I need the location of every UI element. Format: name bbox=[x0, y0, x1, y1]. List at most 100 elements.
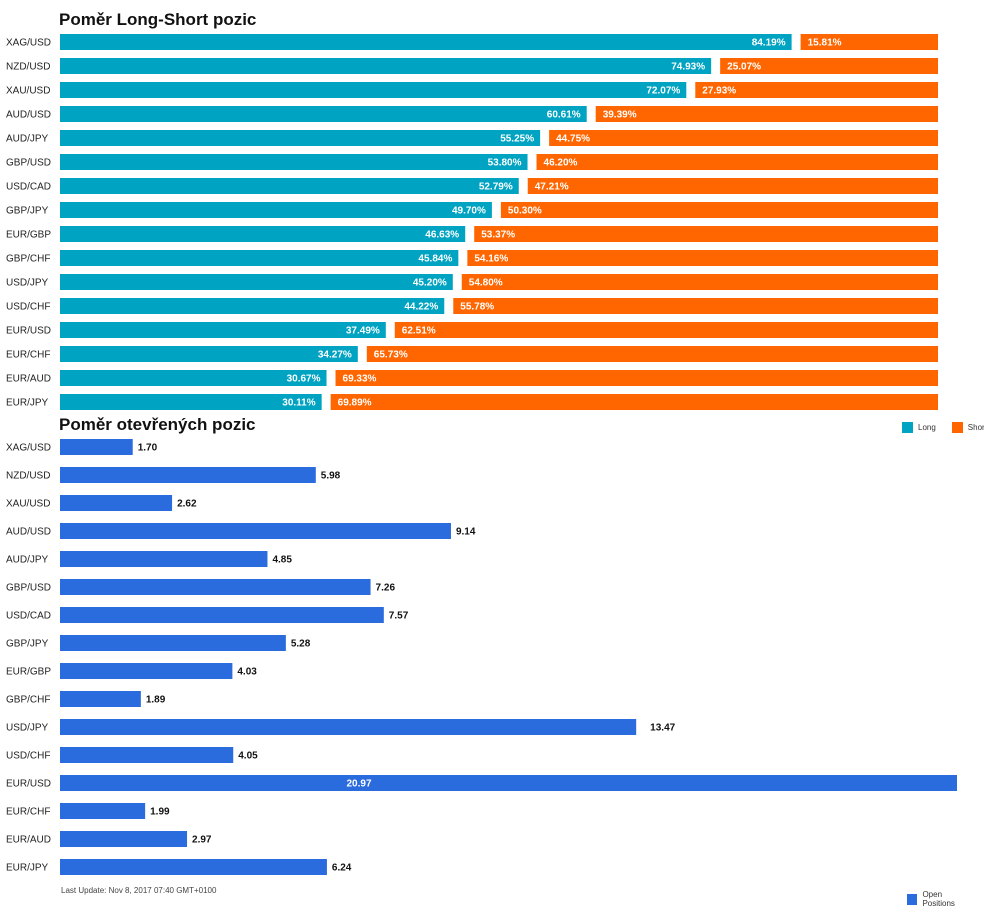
value-label-open-gbp-usd: 7.26 bbox=[376, 583, 396, 594]
bar-open-eur-aud bbox=[60, 831, 188, 847]
value-label-open-gbp-jpy: 5.28 bbox=[291, 639, 311, 650]
bar-open-usd-chf bbox=[60, 747, 234, 763]
bar-short-aud-usd bbox=[595, 106, 938, 122]
bar-open-xau-usd bbox=[60, 495, 173, 511]
category-label-aud-usd: AUD/USD bbox=[6, 110, 51, 121]
value-label-open-usd-chf: 4.05 bbox=[238, 751, 258, 762]
bar-short-gbp-jpy bbox=[500, 202, 938, 218]
value-label-open-nzd-usd: 5.98 bbox=[321, 471, 341, 482]
category-label-open-gbp-usd: GBP/USD bbox=[6, 583, 51, 594]
legend-item-long[interactable]: Long bbox=[902, 422, 936, 433]
value-label-open-eur-usd: 20.97 bbox=[346, 779, 371, 790]
category-label-open-eur-gbp: EUR/GBP bbox=[6, 667, 51, 678]
category-label-nzd-usd: NZD/USD bbox=[6, 62, 50, 73]
value-label-long-eur-jpy: 30.11% bbox=[282, 398, 315, 409]
legend-label-open-positions: Open Positions bbox=[922, 890, 955, 908]
category-label-open-eur-aud: EUR/AUD bbox=[6, 835, 51, 846]
bar-long-usd-cad bbox=[60, 178, 519, 194]
value-label-long-eur-usd: 37.49% bbox=[346, 326, 380, 337]
value-label-long-gbp-chf: 45.84% bbox=[418, 254, 452, 265]
category-label-xau-usd: XAU/USD bbox=[6, 86, 50, 97]
category-label-eur-usd: EUR/USD bbox=[6, 326, 51, 337]
bar-short-eur-jpy bbox=[330, 394, 939, 410]
value-label-open-eur-gbp: 4.03 bbox=[237, 667, 257, 678]
category-label-open-nzd-usd: NZD/USD bbox=[6, 471, 50, 482]
value-label-open-usd-jpy: 13.47 bbox=[650, 723, 675, 734]
value-label-long-eur-aud: 30.67% bbox=[287, 374, 321, 385]
chart-title-open-positions: Poměr otevřených pozic bbox=[59, 415, 256, 434]
bar-short-usd-jpy bbox=[461, 274, 938, 290]
value-label-long-eur-chf: 34.27% bbox=[318, 350, 352, 361]
category-label-open-usd-chf: USD/CHF bbox=[6, 751, 50, 762]
category-label-gbp-jpy: GBP/JPY bbox=[6, 206, 49, 217]
value-label-long-xag-usd: 84.19% bbox=[752, 38, 786, 49]
value-label-open-aud-usd: 9.14 bbox=[456, 527, 476, 538]
bar-long-xag-usd bbox=[60, 34, 792, 50]
value-label-short-usd-cad: 47.21% bbox=[535, 182, 569, 193]
value-label-long-gbp-jpy: 49.70% bbox=[452, 206, 486, 217]
category-label-open-usd-cad: USD/CAD bbox=[6, 611, 51, 622]
bar-open-gbp-jpy bbox=[60, 635, 286, 651]
value-label-short-xag-usd: 15.81% bbox=[808, 38, 842, 49]
bar-short-eur-usd bbox=[394, 322, 938, 338]
value-label-short-gbp-chf: 54.16% bbox=[474, 254, 508, 265]
bar-long-nzd-usd bbox=[60, 58, 712, 74]
bar-short-eur-gbp bbox=[474, 226, 938, 242]
value-label-long-aud-usd: 60.61% bbox=[547, 110, 581, 121]
bar-long-usd-chf bbox=[60, 298, 445, 314]
legend-label-long: Long bbox=[918, 423, 936, 432]
category-label-xag-usd: XAG/USD bbox=[6, 38, 51, 49]
last-update-text: Last Update: Nov 8, 2017 07:40 GMT+0100 bbox=[61, 886, 217, 895]
value-label-open-eur-jpy: 6.24 bbox=[332, 863, 352, 874]
value-label-short-usd-chf: 55.78% bbox=[460, 302, 494, 313]
value-label-short-eur-usd: 62.51% bbox=[402, 326, 436, 337]
legend-item-open-positions[interactable]: Open Positions bbox=[907, 890, 974, 908]
category-label-gbp-usd: GBP/USD bbox=[6, 158, 51, 169]
category-label-open-eur-chf: EUR/CHF bbox=[6, 807, 50, 818]
bar-long-eur-jpy bbox=[60, 394, 322, 410]
value-label-short-eur-gbp: 53.37% bbox=[481, 230, 515, 241]
value-label-long-eur-gbp: 46.63% bbox=[425, 230, 459, 241]
value-label-long-usd-chf: 44.22% bbox=[404, 302, 438, 313]
value-label-short-gbp-usd: 46.20% bbox=[544, 158, 578, 169]
bar-open-aud-usd bbox=[60, 523, 451, 539]
bar-short-gbp-chf bbox=[467, 250, 938, 266]
value-label-open-gbp-chf: 1.89 bbox=[146, 695, 166, 706]
legend-item-short[interactable]: Short bbox=[951, 422, 984, 433]
bar-long-eur-usd bbox=[60, 322, 386, 338]
bar-open-aud-jpy bbox=[60, 551, 268, 567]
category-label-open-xag-usd: XAG/USD bbox=[6, 443, 51, 454]
value-label-long-aud-jpy: 55.25% bbox=[500, 134, 534, 145]
bar-long-aud-usd bbox=[60, 106, 587, 122]
bar-open-nzd-usd bbox=[60, 467, 316, 483]
bar-open-xag-usd bbox=[60, 439, 133, 455]
category-label-open-usd-jpy: USD/JPY bbox=[6, 723, 49, 734]
value-label-short-aud-usd: 39.39% bbox=[603, 110, 637, 121]
legend-label-short: Short bbox=[967, 423, 984, 432]
legend-swatch-short bbox=[951, 422, 963, 433]
bar-long-gbp-jpy bbox=[60, 202, 492, 218]
bar-open-eur-usd bbox=[60, 775, 957, 791]
category-label-open-aud-jpy: AUD/JPY bbox=[6, 555, 49, 566]
category-label-open-eur-usd: EUR/USD bbox=[6, 779, 51, 790]
category-label-open-eur-jpy: EUR/JPY bbox=[6, 863, 49, 874]
chart-title-long-short: Poměr Long-Short pozic bbox=[59, 10, 257, 29]
bar-short-eur-chf bbox=[366, 346, 939, 362]
value-label-short-gbp-jpy: 50.30% bbox=[508, 206, 542, 217]
category-label-open-aud-usd: AUD/USD bbox=[6, 527, 51, 538]
bar-long-xau-usd bbox=[60, 82, 687, 98]
value-label-short-aud-jpy: 44.75% bbox=[556, 134, 590, 145]
value-label-long-xau-usd: 72.07% bbox=[646, 86, 680, 97]
value-label-long-nzd-usd: 74.93% bbox=[671, 62, 705, 73]
bar-short-gbp-usd bbox=[536, 154, 938, 170]
value-label-short-usd-jpy: 54.80% bbox=[469, 278, 503, 289]
category-label-aud-jpy: AUD/JPY bbox=[6, 134, 49, 145]
value-label-open-usd-cad: 7.57 bbox=[389, 611, 409, 622]
category-label-eur-jpy: EUR/JPY bbox=[6, 398, 49, 409]
category-label-open-xau-usd: XAU/USD bbox=[6, 499, 50, 510]
bar-open-gbp-chf bbox=[60, 691, 141, 707]
category-label-open-gbp-chf: GBP/CHF bbox=[6, 695, 50, 706]
category-label-eur-aud: EUR/AUD bbox=[6, 374, 51, 385]
value-label-short-eur-chf: 65.73% bbox=[374, 350, 408, 361]
bar-open-eur-jpy bbox=[60, 859, 327, 875]
